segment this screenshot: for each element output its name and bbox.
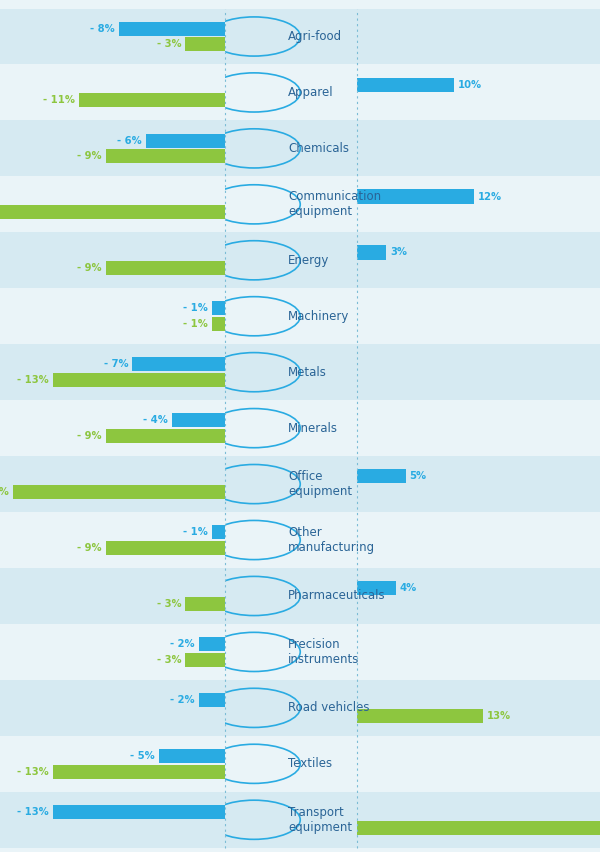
Bar (357, 469, 406, 483)
Text: - 2%: - 2% (170, 639, 194, 649)
Text: - 9%: - 9% (77, 151, 102, 161)
Text: - 1%: - 1% (183, 527, 208, 538)
Text: Road vehicles: Road vehicles (289, 701, 370, 714)
Text: - 8%: - 8% (91, 24, 115, 34)
Text: Other
manufacturing: Other manufacturing (289, 526, 376, 554)
Text: 5%: 5% (409, 471, 427, 481)
Bar (172, 413, 225, 428)
Text: - 9%: - 9% (77, 263, 102, 273)
Text: Metals: Metals (289, 366, 327, 378)
Text: - 3%: - 3% (157, 599, 181, 609)
Text: Textiles: Textiles (289, 757, 332, 770)
Bar (357, 245, 386, 260)
Bar (212, 525, 225, 539)
Text: - 1%: - 1% (183, 319, 208, 329)
Bar (357, 189, 473, 204)
Text: - 13%: - 13% (17, 807, 49, 817)
Text: - 9%: - 9% (77, 431, 102, 441)
Text: - 11%: - 11% (43, 95, 76, 106)
Text: Minerals: Minerals (289, 422, 338, 435)
Bar (212, 317, 225, 331)
Text: - 9%: - 9% (77, 543, 102, 553)
Text: - 13%: - 13% (17, 375, 49, 385)
Text: - 5%: - 5% (130, 751, 155, 761)
Text: - 13%: - 13% (17, 767, 49, 777)
Text: 12%: 12% (478, 192, 502, 202)
Text: - 2%: - 2% (170, 695, 194, 705)
Text: Machinery: Machinery (289, 310, 350, 323)
Text: 10%: 10% (458, 79, 482, 89)
Bar (357, 78, 454, 92)
Bar (106, 429, 225, 443)
Text: - 4%: - 4% (143, 415, 168, 425)
Bar (53, 805, 225, 819)
Bar (106, 261, 225, 275)
Text: Transport
equipment: Transport equipment (289, 806, 352, 834)
Bar (185, 596, 225, 611)
Bar (53, 373, 225, 387)
Bar (185, 653, 225, 667)
Text: Agri-food: Agri-food (289, 30, 343, 43)
Bar (357, 581, 396, 596)
Bar (53, 764, 225, 779)
Bar (13, 485, 225, 499)
Text: - 7%: - 7% (104, 360, 128, 370)
Bar (146, 134, 225, 147)
Bar (199, 693, 225, 707)
Text: - 16%: - 16% (0, 486, 9, 497)
Bar (106, 541, 225, 555)
Text: - 3%: - 3% (157, 39, 181, 49)
Bar (106, 149, 225, 164)
Text: - 3%: - 3% (157, 654, 181, 665)
Text: Communication
equipment: Communication equipment (289, 190, 382, 218)
Bar (185, 37, 225, 51)
Text: Energy: Energy (289, 254, 330, 267)
Bar (199, 637, 225, 651)
Bar (357, 709, 484, 722)
Bar (0, 205, 225, 219)
Bar (79, 93, 225, 107)
Text: 3%: 3% (390, 247, 407, 257)
Text: Apparel: Apparel (289, 86, 334, 99)
Bar (159, 749, 225, 763)
Text: Precision
instruments: Precision instruments (289, 638, 360, 666)
Bar (212, 302, 225, 315)
Bar (119, 21, 225, 36)
Text: 13%: 13% (487, 711, 511, 721)
Text: - 6%: - 6% (117, 135, 142, 146)
Bar (133, 357, 225, 371)
Text: 4%: 4% (400, 583, 417, 593)
Text: - 1%: - 1% (183, 303, 208, 314)
Text: Office
equipment: Office equipment (289, 470, 352, 498)
Text: Pharmaceuticals: Pharmaceuticals (289, 590, 386, 602)
Text: Chemicals: Chemicals (289, 142, 349, 155)
Bar (357, 820, 600, 835)
